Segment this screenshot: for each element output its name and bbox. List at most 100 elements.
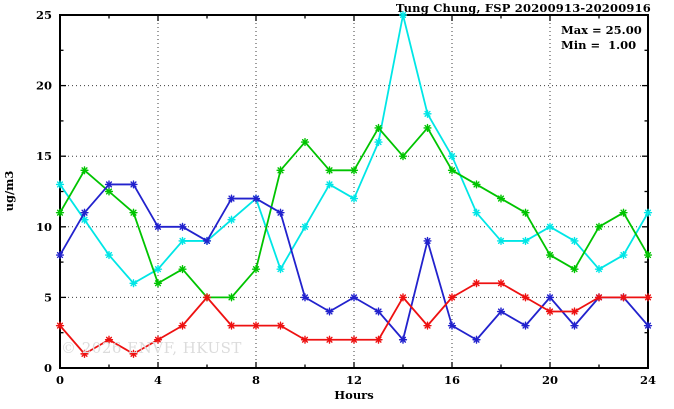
x-tick-label: 12 <box>346 373 362 387</box>
red-series-marker <box>203 294 211 301</box>
max-min-annotation: Max = 25.00 Min = 1.00 <box>561 23 642 53</box>
cyan-series-marker <box>399 11 407 19</box>
y-tick-label: 0 <box>44 361 52 375</box>
blue-series-marker <box>375 308 382 315</box>
x-tick-label: 8 <box>252 373 260 387</box>
green-series-marker <box>497 195 505 202</box>
watermark: © 2026 ENVF, HKUST <box>61 339 242 357</box>
green-series-marker <box>595 223 603 230</box>
green-series-marker <box>571 266 578 273</box>
green-series-marker <box>473 181 480 188</box>
x-tick-label: 4 <box>154 373 162 387</box>
red-series-marker <box>497 280 505 287</box>
red-series-marker <box>179 322 186 329</box>
cyan-series-marker <box>595 266 603 273</box>
blue-series-marker <box>228 195 235 202</box>
green-series-marker <box>326 167 333 174</box>
cyan-series-marker <box>473 209 480 216</box>
blue-series-marker <box>277 209 284 216</box>
blue-series-marker <box>105 181 113 188</box>
green-series-marker <box>130 209 137 216</box>
cyan-series-marker <box>448 153 456 160</box>
red-series-marker <box>620 294 627 301</box>
cyan-series-marker <box>375 138 382 146</box>
cyan-series-marker <box>179 237 186 245</box>
cyan-series-marker <box>81 216 88 223</box>
red-series-marker <box>644 294 652 301</box>
red-series-marker <box>424 322 431 329</box>
blue-series-marker <box>203 237 211 245</box>
green-series-marker <box>154 280 162 287</box>
red-series-marker <box>252 322 260 329</box>
chart-title: Tung Chung, FSP 20200913-20200916 <box>395 1 651 15</box>
green-series-marker <box>105 188 113 195</box>
green-series-marker <box>350 167 358 174</box>
blue-series-marker <box>644 322 652 329</box>
plot-border <box>59 14 649 369</box>
cyan-series-marker <box>105 251 113 259</box>
red-series-marker <box>105 336 113 343</box>
green-series-marker <box>546 251 554 259</box>
red-series-marker <box>350 336 358 343</box>
red-series-marker <box>228 322 235 329</box>
max-annotation: Max = 25.00 <box>561 23 642 37</box>
cyan-series-marker <box>497 237 505 245</box>
blue-series-marker <box>424 237 431 245</box>
x-axis-label: Hours <box>334 388 374 402</box>
green-series-marker <box>399 153 407 160</box>
green-series-marker <box>375 124 382 132</box>
green-series-marker <box>81 167 88 174</box>
blue-series-marker <box>154 223 162 230</box>
blue-series-marker <box>81 209 88 216</box>
green-series-marker <box>620 209 627 216</box>
blue-series-marker <box>326 308 333 315</box>
red-series-marker <box>546 308 554 315</box>
x-tick-label: 0 <box>56 373 64 387</box>
red-series-marker <box>595 294 603 301</box>
red-series-marker <box>301 336 309 343</box>
red-series-marker <box>522 294 529 301</box>
cyan-series-marker <box>301 223 309 230</box>
blue-series-marker <box>252 195 260 202</box>
x-tick-label: 16 <box>444 373 460 387</box>
x-tick-label: 20 <box>542 373 558 387</box>
red-series-marker <box>56 322 64 329</box>
cyan-series-marker <box>277 266 284 273</box>
y-tick-label: 15 <box>36 149 52 163</box>
green-series-marker <box>277 167 284 174</box>
cyan-series-marker <box>228 216 235 223</box>
blue-series-marker <box>350 294 358 301</box>
y-tick-label: 25 <box>36 8 52 22</box>
cyan-series-marker <box>350 195 358 202</box>
blue-series-marker <box>522 322 529 329</box>
blue-series-marker <box>497 308 505 315</box>
cyan-series-marker <box>546 223 554 230</box>
cyan-series-marker <box>571 237 578 245</box>
red-series-marker <box>375 336 382 343</box>
red-series-marker <box>81 350 88 357</box>
red-series-marker <box>326 336 333 343</box>
green-series-marker <box>424 124 431 132</box>
green-series-marker <box>179 266 186 273</box>
blue-series-marker <box>473 336 480 343</box>
blue-series-marker <box>301 294 309 301</box>
red-series-marker <box>448 294 456 301</box>
red-series-marker <box>571 308 578 315</box>
red-series-marker <box>473 280 480 287</box>
green-series-marker <box>644 251 652 259</box>
cyan-series-marker <box>424 110 431 117</box>
blue-series-marker <box>130 181 137 188</box>
green-series-marker <box>301 138 309 146</box>
x-tick-label: 24 <box>640 373 656 387</box>
red-series-marker <box>399 294 407 301</box>
blue-series-marker <box>448 322 456 329</box>
y-tick-label: 10 <box>36 220 52 234</box>
y-axis-label: ug/m3 <box>2 170 16 212</box>
blue-series-marker <box>56 251 64 259</box>
cyan-series-marker <box>154 266 162 273</box>
y-tick-label: 5 <box>44 290 52 304</box>
cyan-series-marker <box>620 251 627 259</box>
blue-series-marker <box>546 294 554 301</box>
